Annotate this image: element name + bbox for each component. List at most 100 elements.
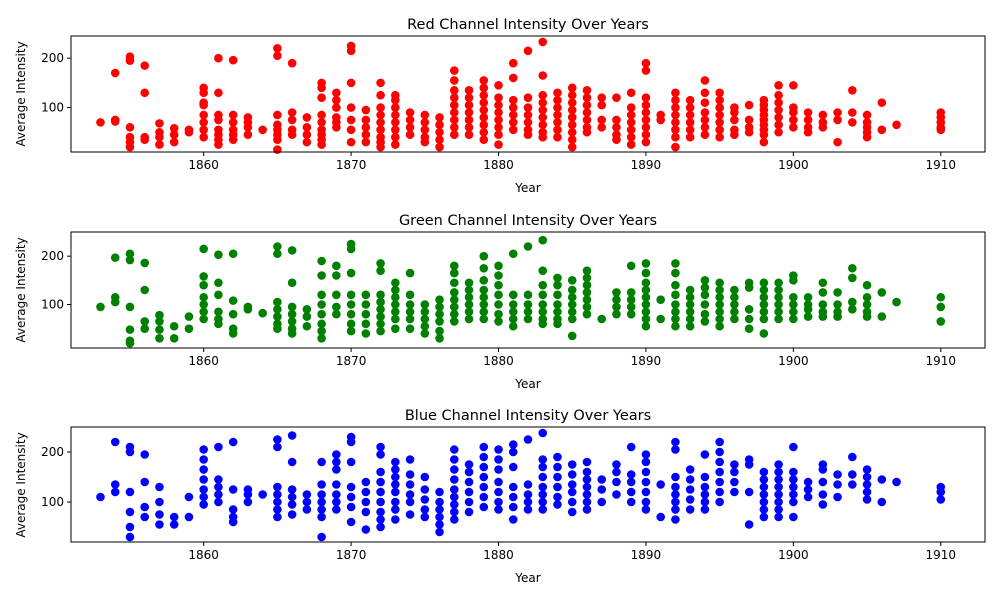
blue-data-point [671,445,680,454]
blue-data-point [862,495,872,504]
red-data-point [273,110,282,120]
red-data-point [567,135,577,144]
red-data-point [803,115,813,125]
green-data-point [597,314,607,324]
red-data-point [671,125,680,135]
green-data-point [582,266,592,275]
red-data-point [449,66,459,75]
blue-data-point [391,472,400,482]
red-data-point [612,93,621,102]
blue-data-point [685,505,695,514]
red-data-point [287,108,297,117]
blue-data-point [567,497,577,507]
red-data-point [538,71,548,80]
blue-data-point [376,467,385,477]
blue-data-point [715,497,724,507]
blue-data-point [597,497,607,507]
green-data-point [759,285,769,295]
blue-data-point [582,475,592,484]
green-data-point [140,285,150,295]
red-data-point [523,130,533,140]
red-data-point [848,118,857,127]
green-data-point [582,309,592,319]
red-data-point [700,108,710,117]
blue-y-axis-label: Average Intensity [14,432,28,537]
blue-data-point [110,437,120,447]
blue-data-point [759,490,769,499]
green-data-point [317,271,326,280]
green-data-point [803,305,813,314]
blue-data-point [582,505,592,514]
blue-data-point [700,490,710,499]
blue-data-point [228,505,238,514]
red-data-point [759,137,769,147]
green-data-point [567,331,577,341]
green-data-point [774,292,783,302]
blue-data-point [317,480,326,489]
blue-data-point [803,477,813,487]
red-data-point [449,130,459,140]
red-data-point [567,113,577,122]
red-data-point [538,98,548,107]
red-data-point [376,90,385,100]
red-data-point [626,118,636,127]
blue-data-point [685,465,695,474]
red-data-point [567,83,577,93]
blue-data-point [538,428,548,438]
red-data-point [641,100,651,110]
blue-data-point [877,475,887,484]
blue-data-point [317,505,326,514]
green-data-point [361,290,371,300]
green-data-point [273,249,282,259]
red-data-point [626,140,636,149]
blue-data-point [199,485,208,494]
blue-data-point [685,495,695,504]
red-data-point [214,88,223,98]
green-data-point [892,297,901,307]
green-data-point [656,295,665,304]
red-data-point [376,125,385,135]
blue-data-point [553,482,562,492]
blue-data-point [730,477,739,487]
green-data-point [700,317,710,326]
green-data-point [405,314,415,324]
blue-data-point [567,460,577,469]
blue-x-tick-label: 1860 [188,548,219,562]
green-data-point [641,321,651,331]
green-data-point [567,314,577,324]
blue-data-point [435,527,444,537]
green-data-point [671,314,680,324]
blue-data-point [862,465,872,474]
red-data-point [508,125,518,135]
blue-data-point [287,510,297,519]
red-data-point [685,125,695,135]
green-data-point [155,334,164,343]
red-data-point [184,127,194,137]
blue-data-point [125,522,135,532]
blue-data-point [361,487,371,497]
blue-data-point [523,480,533,489]
red-data-point [391,125,400,135]
blue-data-point [553,500,562,509]
blue-data-point [626,470,636,479]
red-data-point [214,53,223,63]
red-data-point [125,56,135,65]
red-data-point [243,130,253,140]
red-data-point [199,88,208,98]
red-data-point [877,98,887,107]
red-data-point [774,90,783,100]
blue-data-point [700,472,710,482]
green-data-point [538,307,548,317]
green-data-point [273,312,282,321]
blue-data-point [184,512,194,522]
blue-data-point [169,512,179,522]
blue-data-point [715,477,724,487]
red-data-point [464,123,474,132]
blue-data-point [656,512,665,522]
blue-data-point [346,492,356,502]
green-data-point [862,312,872,321]
red-data-point [228,135,238,144]
red-data-point [494,115,503,125]
green-data-point [582,280,592,290]
red-data-point [125,142,135,152]
